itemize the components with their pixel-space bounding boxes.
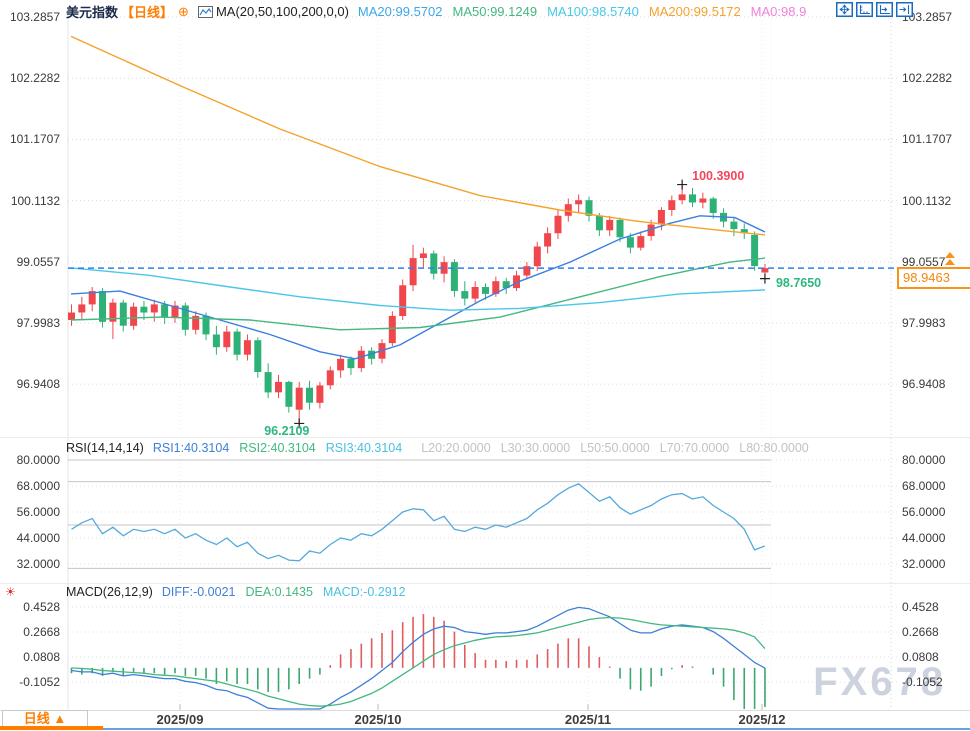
header-value: MACD:-0.2912 xyxy=(322,585,406,599)
pan-icon[interactable] xyxy=(836,2,853,17)
axis-label: 100.1132 xyxy=(902,193,952,208)
line-chart-icon xyxy=(197,5,213,18)
ma-settings-label[interactable]: MA(20,50,100,200,0,0) xyxy=(215,4,349,19)
axis-label: 102.2282 xyxy=(9,71,60,86)
header-value: DIFF:-0.0021 xyxy=(161,585,236,599)
header-value: L20:20.0000 xyxy=(421,441,491,455)
add-indicator-icon[interactable]: ⊕ xyxy=(178,3,189,19)
month-label: 2025/09 xyxy=(156,712,204,727)
bottom-border xyxy=(0,728,970,730)
price-up-arrow-icon xyxy=(945,252,955,258)
macd-dea-line xyxy=(71,616,766,707)
tab-underline xyxy=(0,726,103,730)
axis-label: 0.4528 xyxy=(902,600,939,614)
axis-label: -0.1052 xyxy=(902,674,943,689)
axis-label: 96.9408 xyxy=(16,377,60,392)
axis-label: 56.0000 xyxy=(902,505,946,519)
ma-values: MA20:99.5702 MA50:99.1249 MA100:98.5740 MA2… xyxy=(358,4,816,19)
axis-label: 68.0000 xyxy=(902,479,946,493)
axis-label: 0.4528 xyxy=(23,600,60,614)
header-value: RSI1:40.3104 xyxy=(152,441,230,455)
axis-label: 0.2668 xyxy=(23,625,60,639)
ma200-line xyxy=(70,35,766,236)
scale-axes-icon[interactable] xyxy=(856,2,873,17)
axis-label: 68.0000 xyxy=(16,479,60,493)
header-value: MA200:99.5172 xyxy=(648,4,741,19)
axis-label: 96.9408 xyxy=(902,377,946,392)
axis-label: 0.0808 xyxy=(23,650,60,664)
main-chart-header: 美元指数 【日线】 ⊕ MA(20,50,100,200,0,0) MA20:99.… xyxy=(66,2,816,21)
panel-separator xyxy=(0,583,970,584)
macd-histogram xyxy=(70,614,766,709)
ma50-line xyxy=(70,257,766,331)
axis-label: 0.2668 xyxy=(902,625,939,639)
rsi-header: RSI(14,14,14) RSI1:40.3104 RSI2:40.3104 RS… xyxy=(66,441,819,455)
high-price-label: 100.3900 xyxy=(692,168,745,183)
macd-settings-label[interactable]: MACD(26,12,9) xyxy=(66,585,153,599)
axis-label: 97.9983 xyxy=(902,315,946,330)
macd-values: DIFF:-0.0021 DEA:0.1435 MACD:-0.2912 xyxy=(162,585,416,599)
header-value: L50:50.0000 xyxy=(580,441,650,455)
macd-diff-line xyxy=(71,606,766,710)
panel-separator xyxy=(0,437,970,438)
rsi-settings-label[interactable]: RSI(14,14,14) xyxy=(66,441,144,455)
price-markers xyxy=(294,179,770,429)
header-value: L70:70.0000 xyxy=(659,441,730,455)
last-low-price-label: 98.7650 xyxy=(775,275,822,290)
month-label: 2025/10 xyxy=(354,712,402,727)
period-tag: 【日线】 xyxy=(121,5,174,20)
rsi-levels: L20:20.0000 L30:30.0000 L50:50.0000 L70:70.… xyxy=(421,441,819,455)
header-value: RSI2:40.3104 xyxy=(239,441,316,455)
axis-row-separator xyxy=(0,710,970,711)
axis-label: -0.1052 xyxy=(19,674,60,689)
symbol-title: 美元指数 xyxy=(66,5,119,20)
axis-label: 103.2857 xyxy=(902,10,953,24)
header-value: MA100:98.5740 xyxy=(547,4,639,19)
current-price-box: 98.9463 xyxy=(897,267,970,289)
header-value: DEA:0.1435 xyxy=(245,585,313,599)
axis-label: 100.1132 xyxy=(10,193,60,208)
candles-group xyxy=(68,184,769,427)
jump-latest-icon[interactable] xyxy=(896,2,913,17)
watermark: FX678 xyxy=(813,660,946,704)
rsi-values: RSI1:40.3104 RSI2:40.3104 RSI3:40.3104 xyxy=(153,441,412,455)
axis-label: 80.0000 xyxy=(902,453,946,467)
axis-label: 32.0000 xyxy=(16,557,60,571)
ma100-line xyxy=(70,267,766,311)
month-label: 2025/11 xyxy=(564,712,612,727)
header-value: RSI3:40.3104 xyxy=(325,441,403,455)
header-value: MA0:98.9 xyxy=(750,4,807,19)
axis-label: 80.0000 xyxy=(16,453,60,467)
axis-label: 102.2282 xyxy=(902,71,953,86)
scale-arrow-icon[interactable] xyxy=(876,2,893,17)
chart-toolbar xyxy=(836,2,913,17)
axis-label: 103.2857 xyxy=(9,10,60,24)
axis-label: 99.0557 xyxy=(16,254,60,269)
header-value: L80:80.0000 xyxy=(739,441,809,455)
axis-label: 101.1707 xyxy=(902,132,953,147)
axis-label: 101.1707 xyxy=(9,132,60,147)
rsi-line xyxy=(71,483,766,562)
axis-label: 44.0000 xyxy=(902,531,946,545)
rsi-level-lines xyxy=(68,459,771,569)
axis-label: 32.0000 xyxy=(902,557,946,571)
axis-label: 99.0557 xyxy=(902,254,946,269)
ma20-line xyxy=(70,215,766,360)
axis-label: 56.0000 xyxy=(16,505,60,519)
header-value: L30:30.0000 xyxy=(500,441,571,455)
month-label: 2025/12 xyxy=(738,712,786,727)
low-price-label: 96.2109 xyxy=(264,424,310,439)
timeframe-tab[interactable]: 日线 ▲ xyxy=(2,710,88,728)
price-up-arrow-icon xyxy=(945,259,955,265)
axis-label: 44.0000 xyxy=(16,531,60,545)
header-value: MA50:99.1249 xyxy=(452,4,538,19)
header-value: MA20:99.5702 xyxy=(357,4,443,19)
macd-header: MACD(26,12,9) DIFF:-0.0021 DEA:0.1435 MACD… xyxy=(66,585,416,599)
indicator-settings-icon[interactable]: ☀ xyxy=(5,585,16,599)
axis-label: 97.9983 xyxy=(16,315,60,330)
axis-label: 0.0808 xyxy=(902,650,939,664)
